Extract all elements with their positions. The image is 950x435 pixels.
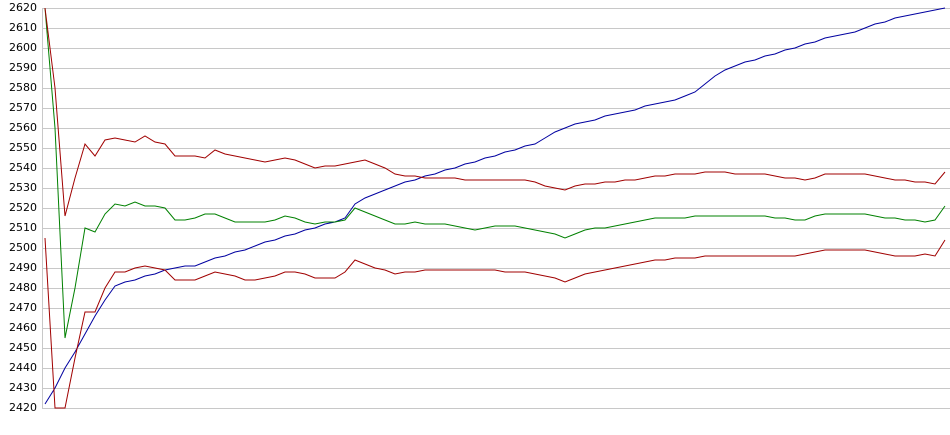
y-tick-label: 2620 <box>9 1 37 14</box>
y-tick-label: 2480 <box>9 281 37 294</box>
y-tick-label: 2490 <box>9 261 37 274</box>
series-line <box>44 7 946 405</box>
y-tick-label: 2460 <box>9 321 37 334</box>
y-tick-label: 2510 <box>9 221 37 234</box>
y-tick-label: 2580 <box>9 81 37 94</box>
y-tick-label: 2420 <box>9 401 37 414</box>
series-line <box>44 7 946 217</box>
y-tick-label: 2570 <box>9 101 37 114</box>
y-tick-label: 2590 <box>9 61 37 74</box>
y-tick-label: 2600 <box>9 41 37 54</box>
series-line <box>44 7 946 339</box>
y-tick-label: 2520 <box>9 201 37 214</box>
y-tick-label: 2560 <box>9 121 37 134</box>
y-tick-label: 2610 <box>9 21 37 34</box>
y-tick-label: 2540 <box>9 161 37 174</box>
y-tick-label: 2530 <box>9 181 37 194</box>
y-tick-label: 2470 <box>9 301 37 314</box>
series-line <box>44 237 946 409</box>
y-tick-label: 2440 <box>9 361 37 374</box>
y-tick-label: 2450 <box>9 341 37 354</box>
y-tick-label: 2550 <box>9 141 37 154</box>
y-tick-label: 2500 <box>9 241 37 254</box>
y-tick-label: 2430 <box>9 381 37 394</box>
